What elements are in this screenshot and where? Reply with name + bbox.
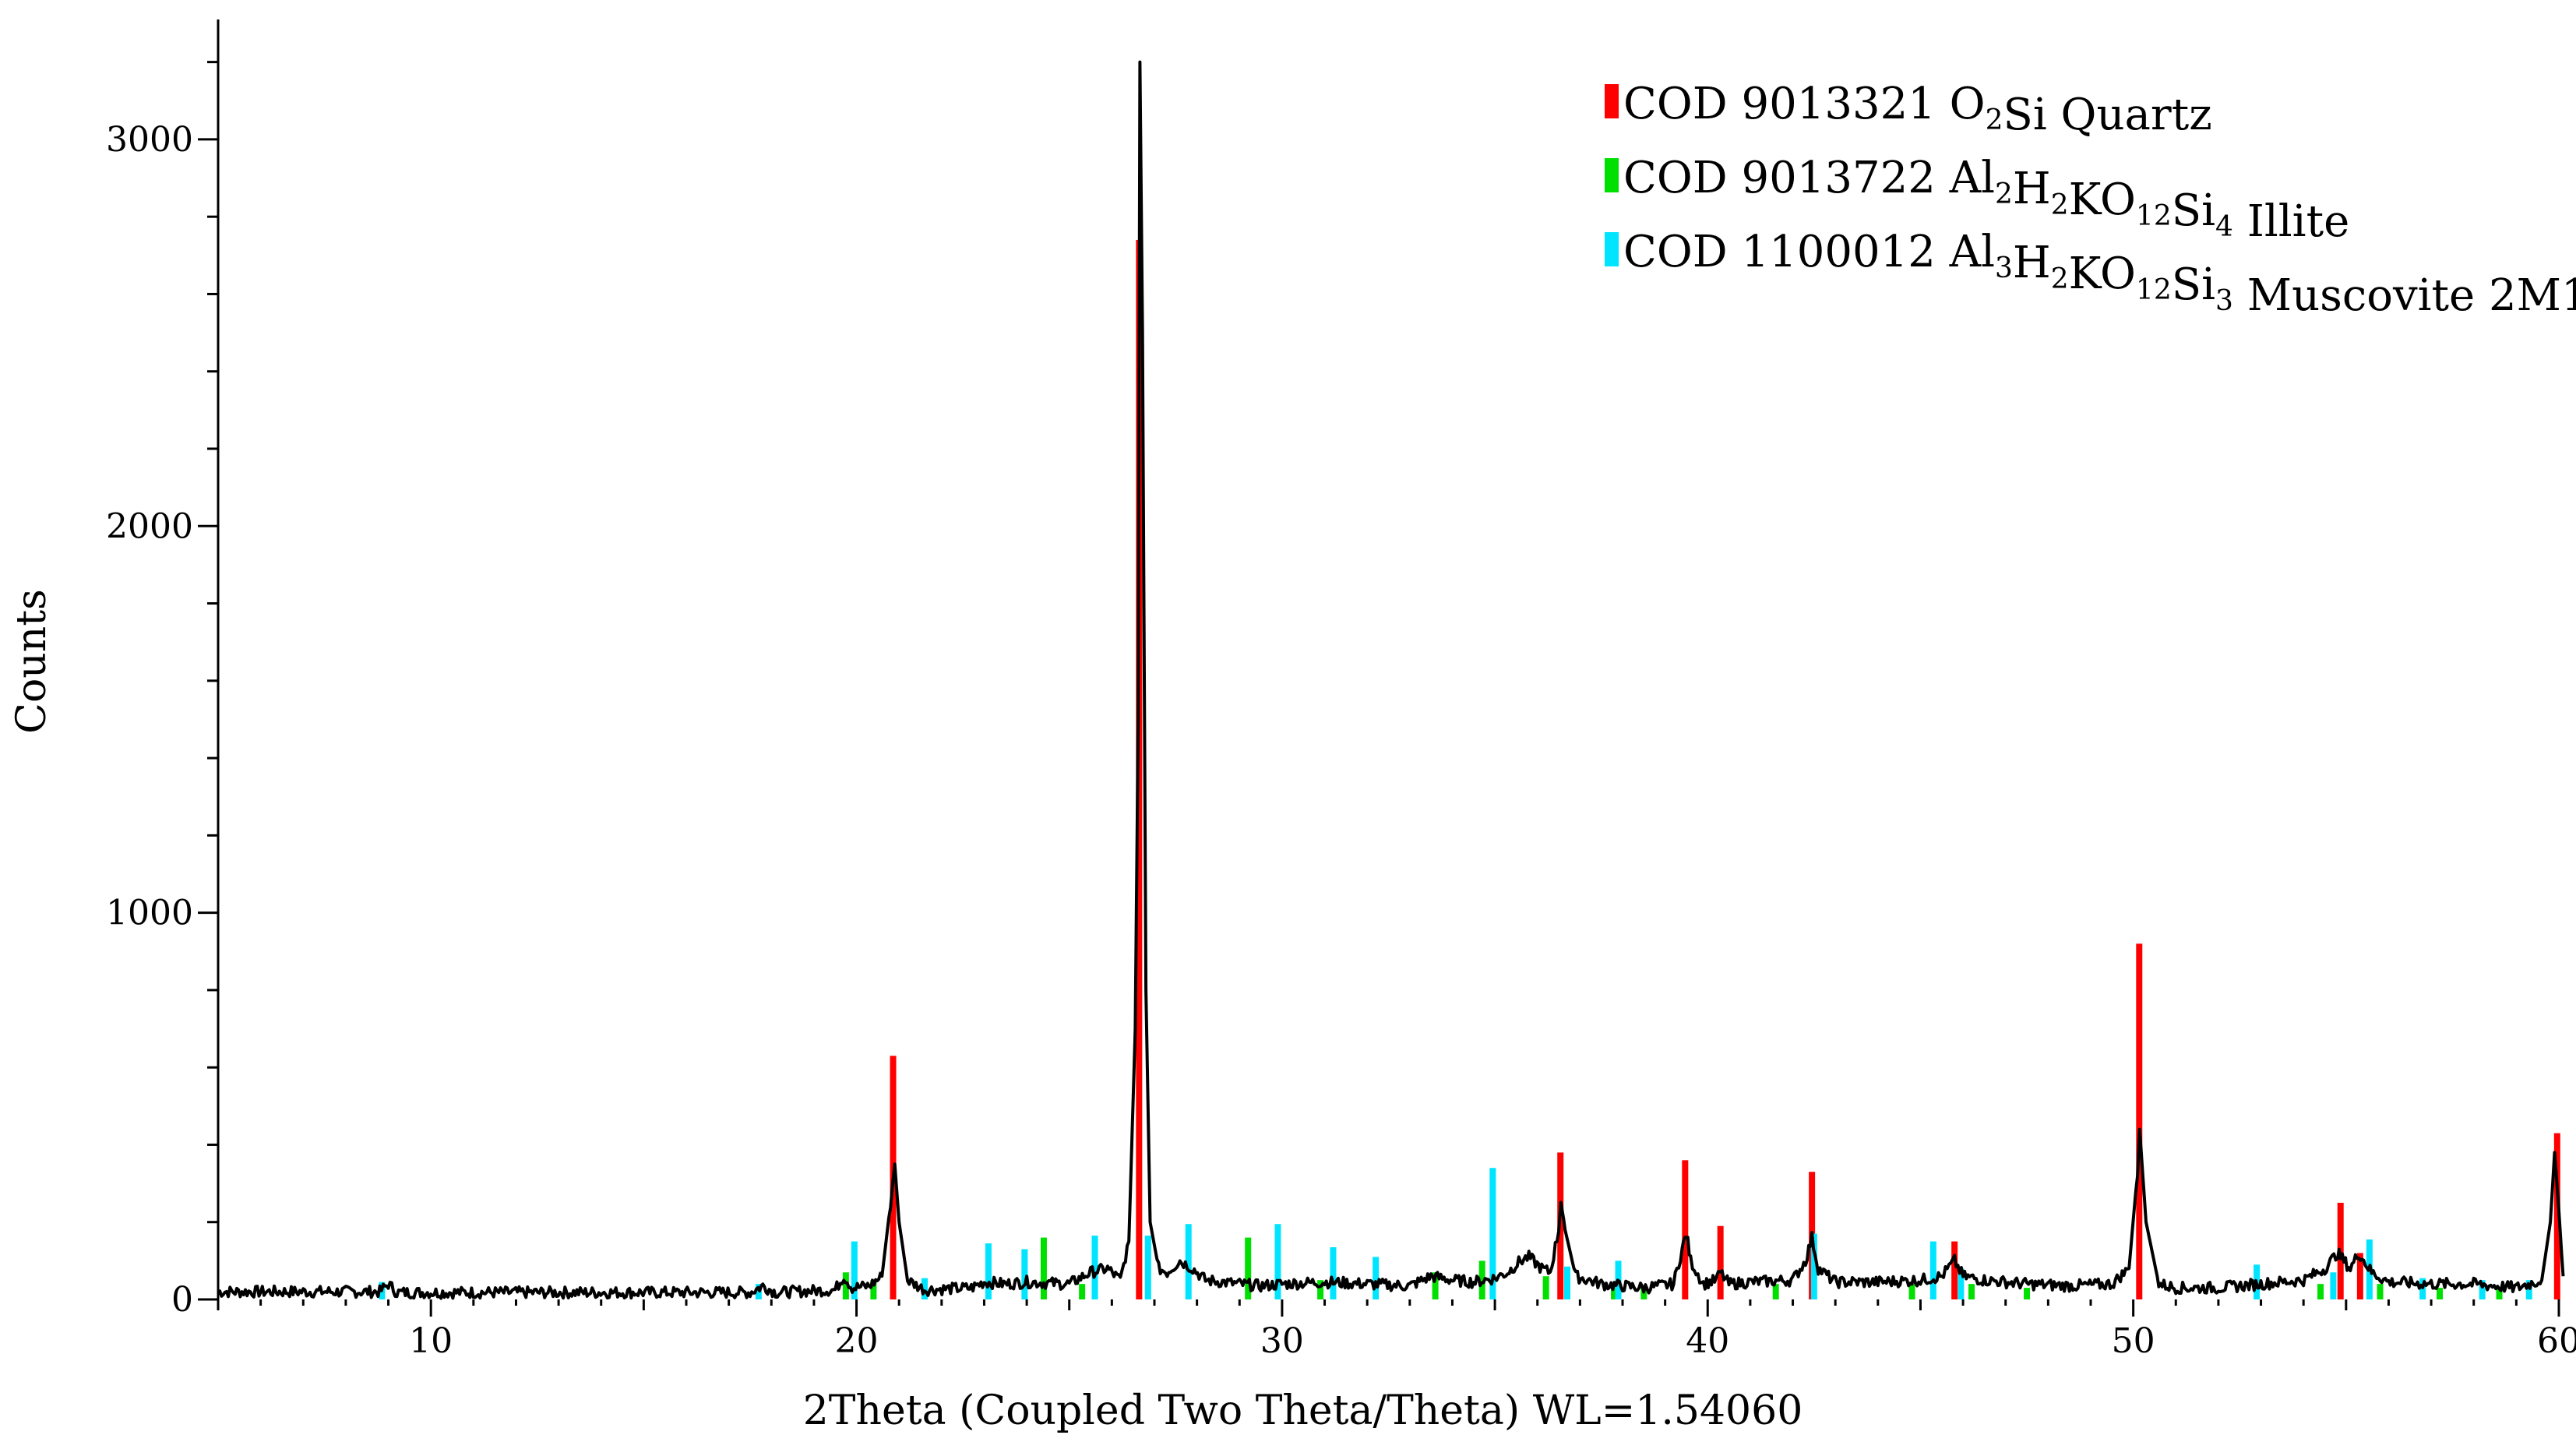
peak-stick-series-2 [1478,1260,1485,1299]
peak-stick-series-1 [1682,1160,1689,1299]
y-tick-label: 1000 [106,894,193,933]
peak-stick-series-3 [1563,1266,1570,1299]
peak-stick-series-2 [1908,1284,1915,1299]
peak-stick-series-1 [1951,1241,1958,1299]
peak-stick-series-1 [2553,1133,2560,1299]
peak-stick-series-3 [2330,1272,2337,1299]
peak-stick-series-3 [1274,1224,1281,1299]
x-tick-label: 30 [1260,1321,1304,1361]
legend-label-2: COD 9013722 Al2H2KO12Si4 Illite [1623,153,2349,247]
peak-stick-series-2 [1772,1284,1779,1299]
peak-stick-series-2 [1317,1280,1324,1299]
reference-peaks-layer [379,239,2560,1299]
y-axis-title: Counts [9,589,55,734]
peak-stick-series-2 [2317,1284,2324,1299]
peak-stick-series-2 [842,1272,849,1299]
x-tick-label: 40 [1686,1321,1729,1361]
peak-stick-series-3 [1929,1241,1936,1299]
peak-stick-series-3 [921,1278,928,1299]
peak-stick-series-1 [2356,1253,2363,1299]
y-tick-label: 2000 [106,506,193,546]
legend: COD 9013321 O2Si Quartz COD 9013722 Al2H2… [1605,79,2576,321]
peak-stick-series-3 [1958,1268,1965,1299]
peak-stick-series-3 [851,1241,858,1299]
peak-stick-series-2 [1968,1284,1975,1299]
legend-swatch-2 [1605,158,1619,192]
peak-stick-series-2 [1040,1237,1047,1299]
peak-stick-series-2 [1245,1237,1252,1299]
peak-stick-series-2 [1432,1272,1439,1299]
peak-stick-series-3 [1810,1233,1817,1299]
peak-stick-series-2 [2496,1288,2503,1299]
peak-stick-series-2 [870,1280,877,1299]
peak-stick-series-3 [1185,1224,1192,1299]
peak-stick-series-2 [1542,1276,1549,1299]
peak-stick-series-2 [1079,1284,1086,1299]
x-axis-title: 2Theta (Coupled Two Theta/Theta) WL=1.54… [803,1387,1803,1434]
peak-stick-series-2 [2024,1288,2031,1299]
peak-stick-series-2 [2437,1288,2444,1299]
legend-label-1: COD 9013321 O2Si Quartz [1623,79,2212,140]
peak-stick-series-3 [1330,1246,1337,1299]
peak-stick-series-2 [1611,1284,1618,1299]
x-axis-ticks: 10 20 30 40 50 60 [217,1299,2576,1361]
y-axis-ticks: 0 1000 2000 3000 [106,61,218,1320]
peak-stick-series-2 [2377,1284,2384,1299]
legend-swatch-1 [1605,84,1619,118]
legend-swatch-3 [1605,232,1619,266]
peak-stick-series-3 [2479,1280,2486,1299]
x-tick-label: 60 [2537,1321,2576,1361]
peak-stick-series-3 [1091,1236,1098,1299]
x-tick-label: 10 [409,1321,453,1361]
peak-stick-series-3 [1021,1249,1028,1299]
diffraction-pattern-line [217,60,2565,1300]
legend-label-3: COD 1100012 Al3H2KO12Si3 Muscovite 2M1 [1623,227,2576,321]
peak-stick-series-3 [1373,1257,1380,1299]
y-tick-label: 3000 [106,120,193,160]
y-tick-label: 0 [171,1280,193,1320]
x-tick-label: 50 [2112,1321,2155,1361]
peak-stick-series-2 [1640,1288,1647,1299]
peak-stick-series-3 [1144,1236,1151,1299]
x-tick-label: 20 [835,1321,879,1361]
peak-stick-series-3 [1489,1168,1496,1299]
peak-stick-series-3 [985,1243,992,1299]
peak-stick-series-1 [2136,943,2143,1299]
peak-stick-series-1 [1717,1225,1724,1299]
